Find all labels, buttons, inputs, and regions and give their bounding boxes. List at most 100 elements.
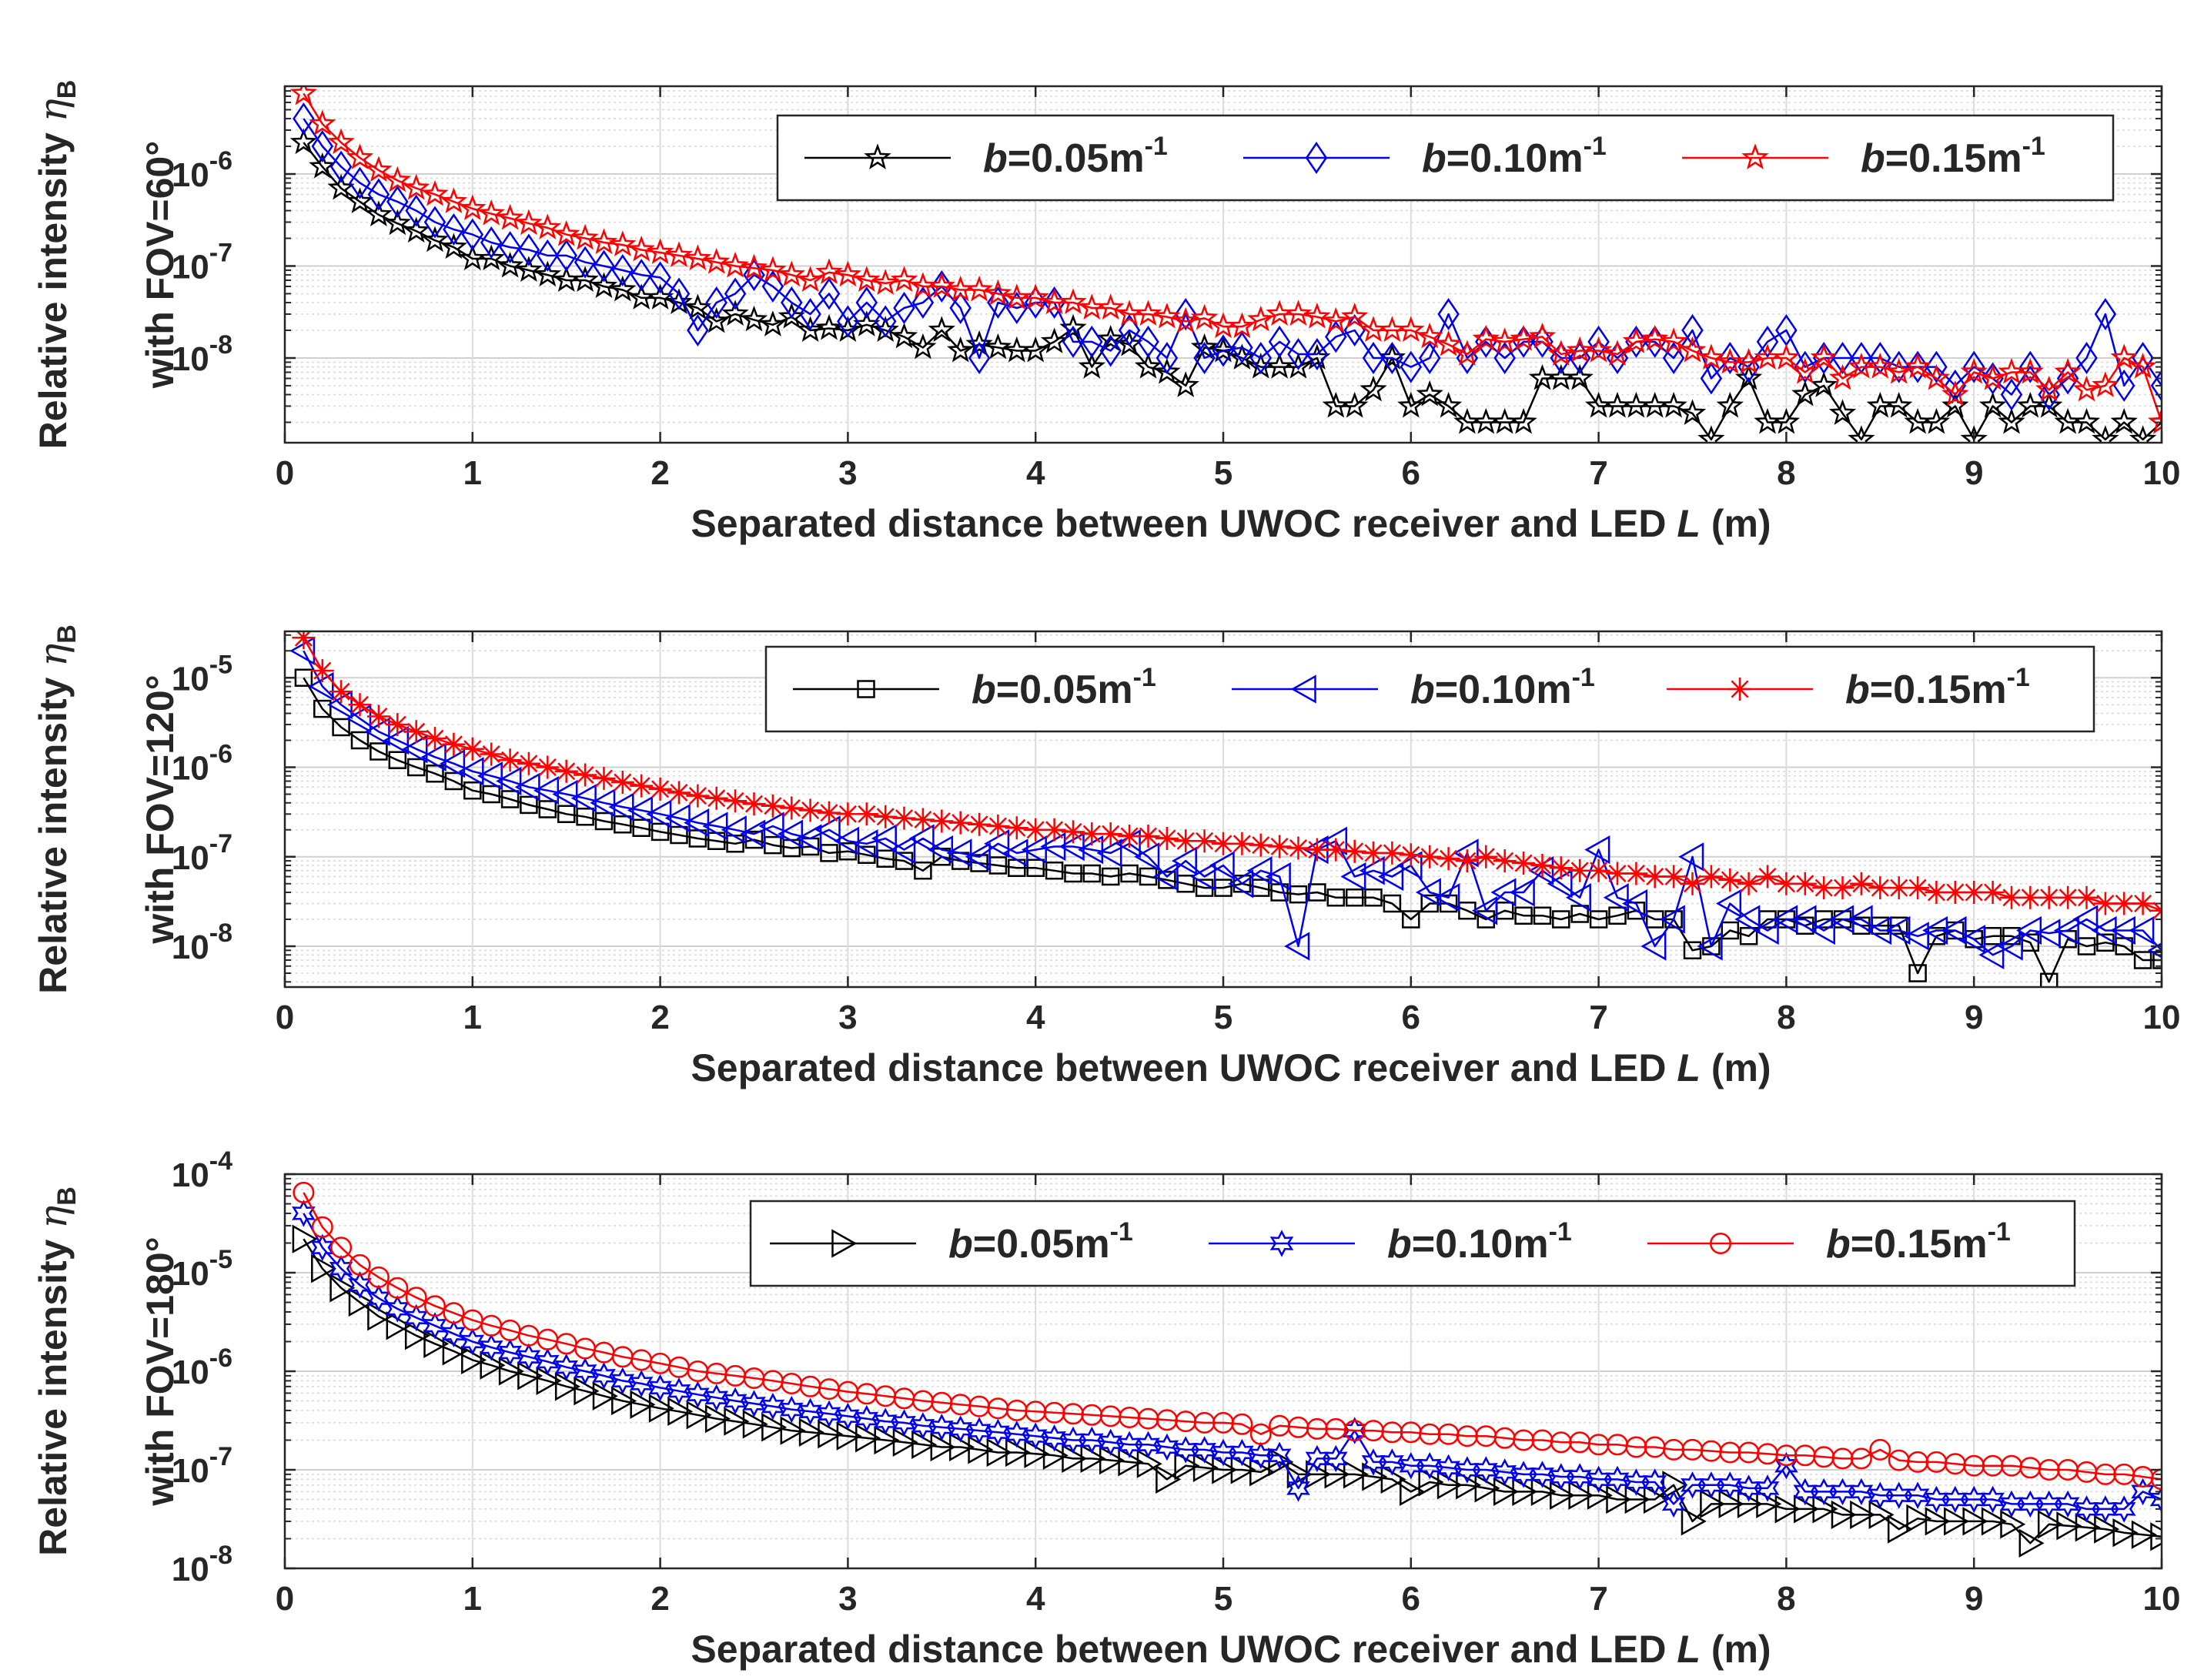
data-point <box>1305 838 1329 862</box>
data-point <box>1247 305 1275 332</box>
data-point <box>1042 1424 1066 1452</box>
data-point <box>1925 881 1948 904</box>
data-point <box>1962 350 1985 383</box>
data-point <box>1155 827 1179 850</box>
data-point <box>2092 425 2119 443</box>
data-point <box>759 310 787 336</box>
data-point <box>687 314 709 346</box>
data-point <box>1139 867 1158 886</box>
y-tick-label: 10-7 <box>172 238 232 286</box>
data-point <box>311 1254 337 1283</box>
data-point <box>871 269 899 295</box>
data-point <box>2056 885 2080 909</box>
data-point <box>948 811 972 835</box>
x-tick-label: 1 <box>463 999 482 1036</box>
legend-label: b=0.15m-1 <box>1861 132 2045 181</box>
data-point <box>1717 1471 1742 1499</box>
data-point <box>1417 1452 1442 1480</box>
data-point <box>1080 1444 1106 1474</box>
legend-entry-3: b=0.15m-1 <box>1682 132 2045 181</box>
data-point <box>386 1277 409 1299</box>
data-point <box>346 187 374 214</box>
data-point <box>460 1327 485 1356</box>
data-point <box>1193 342 1216 374</box>
data-point <box>1491 327 1519 353</box>
legend: b=0.05m-1 b=0.10m-1 b=0.15m-1 <box>749 1200 2076 1287</box>
data-point <box>1284 300 1313 326</box>
data-point <box>1400 350 1423 383</box>
x-tick-label: 6 <box>1402 1580 1420 1618</box>
data-point <box>421 179 449 206</box>
data-point <box>554 759 578 783</box>
data-point <box>480 226 503 259</box>
data-point <box>2091 915 2117 945</box>
legend-entry-1: b=0.05m-1 <box>804 132 1168 181</box>
data-point <box>2072 407 2101 434</box>
y-tick-label: 10-6 <box>172 1344 232 1391</box>
data-point <box>1552 910 1570 929</box>
data-point <box>858 845 876 865</box>
data-point <box>1022 336 1049 363</box>
chart-panel-2: 0 1 2 3 4 5 6 7 8 9 10 10-8 10-7 10-6 10-5 Separated di… <box>31 624 2180 1089</box>
data-point <box>759 256 787 283</box>
data-point <box>405 1287 427 1309</box>
data-point <box>704 1384 729 1411</box>
data-point <box>1547 340 1575 366</box>
data-point <box>1228 312 1256 339</box>
data-point <box>1606 862 1629 885</box>
data-point <box>311 1216 333 1238</box>
data-point <box>292 1200 316 1227</box>
data-point <box>743 259 765 292</box>
data-point <box>517 233 540 266</box>
data-point <box>329 1273 356 1303</box>
x-tick-label: 4 <box>1026 454 1045 492</box>
data-point <box>1493 849 1517 873</box>
data-point <box>1134 353 1162 379</box>
data-point <box>2112 369 2135 402</box>
data-point <box>932 848 951 866</box>
data-point <box>2053 915 2079 945</box>
data-point <box>1190 333 1219 360</box>
data-point <box>1959 925 1985 954</box>
data-point <box>1192 1436 1216 1464</box>
data-point <box>838 842 858 861</box>
data-point <box>986 1418 1010 1446</box>
data-point <box>1286 1460 1313 1489</box>
data-point <box>1040 327 1069 353</box>
data-point <box>1772 407 1801 434</box>
data-point <box>477 244 505 271</box>
data-point <box>442 1320 466 1347</box>
data-point <box>461 1345 487 1375</box>
series-group <box>289 631 2162 987</box>
x-tick-label: 5 <box>1214 1580 1232 1618</box>
data-point <box>798 1417 824 1447</box>
data-point <box>815 258 843 284</box>
data-point <box>632 818 650 838</box>
data-point <box>498 748 522 772</box>
data-point <box>350 731 370 750</box>
data-point <box>818 277 841 310</box>
x-tick-label: 0 <box>276 999 294 1036</box>
data-point <box>2110 407 2138 434</box>
x-tick-label: 8 <box>1777 999 1795 1036</box>
data-point <box>610 771 634 794</box>
data-point <box>1888 350 1910 383</box>
data-point <box>1549 856 1573 880</box>
data-point <box>1791 380 1819 407</box>
data-point <box>1608 906 1627 925</box>
y-axis-subtitle: with FOV=180° <box>139 1237 182 1506</box>
data-point <box>1472 896 1498 925</box>
data-point <box>327 128 355 155</box>
data-point <box>1660 391 1687 418</box>
data-point <box>930 809 954 833</box>
data-point <box>684 293 712 320</box>
data-point <box>1416 322 1443 349</box>
data-point <box>1831 876 1855 900</box>
data-point <box>1906 350 1929 383</box>
data-point <box>1587 858 1610 882</box>
data-point <box>1099 822 1122 846</box>
data-point <box>1042 818 1066 842</box>
data-point <box>1380 841 1404 865</box>
data-point <box>1026 858 1045 878</box>
data-point <box>1155 1433 1179 1461</box>
